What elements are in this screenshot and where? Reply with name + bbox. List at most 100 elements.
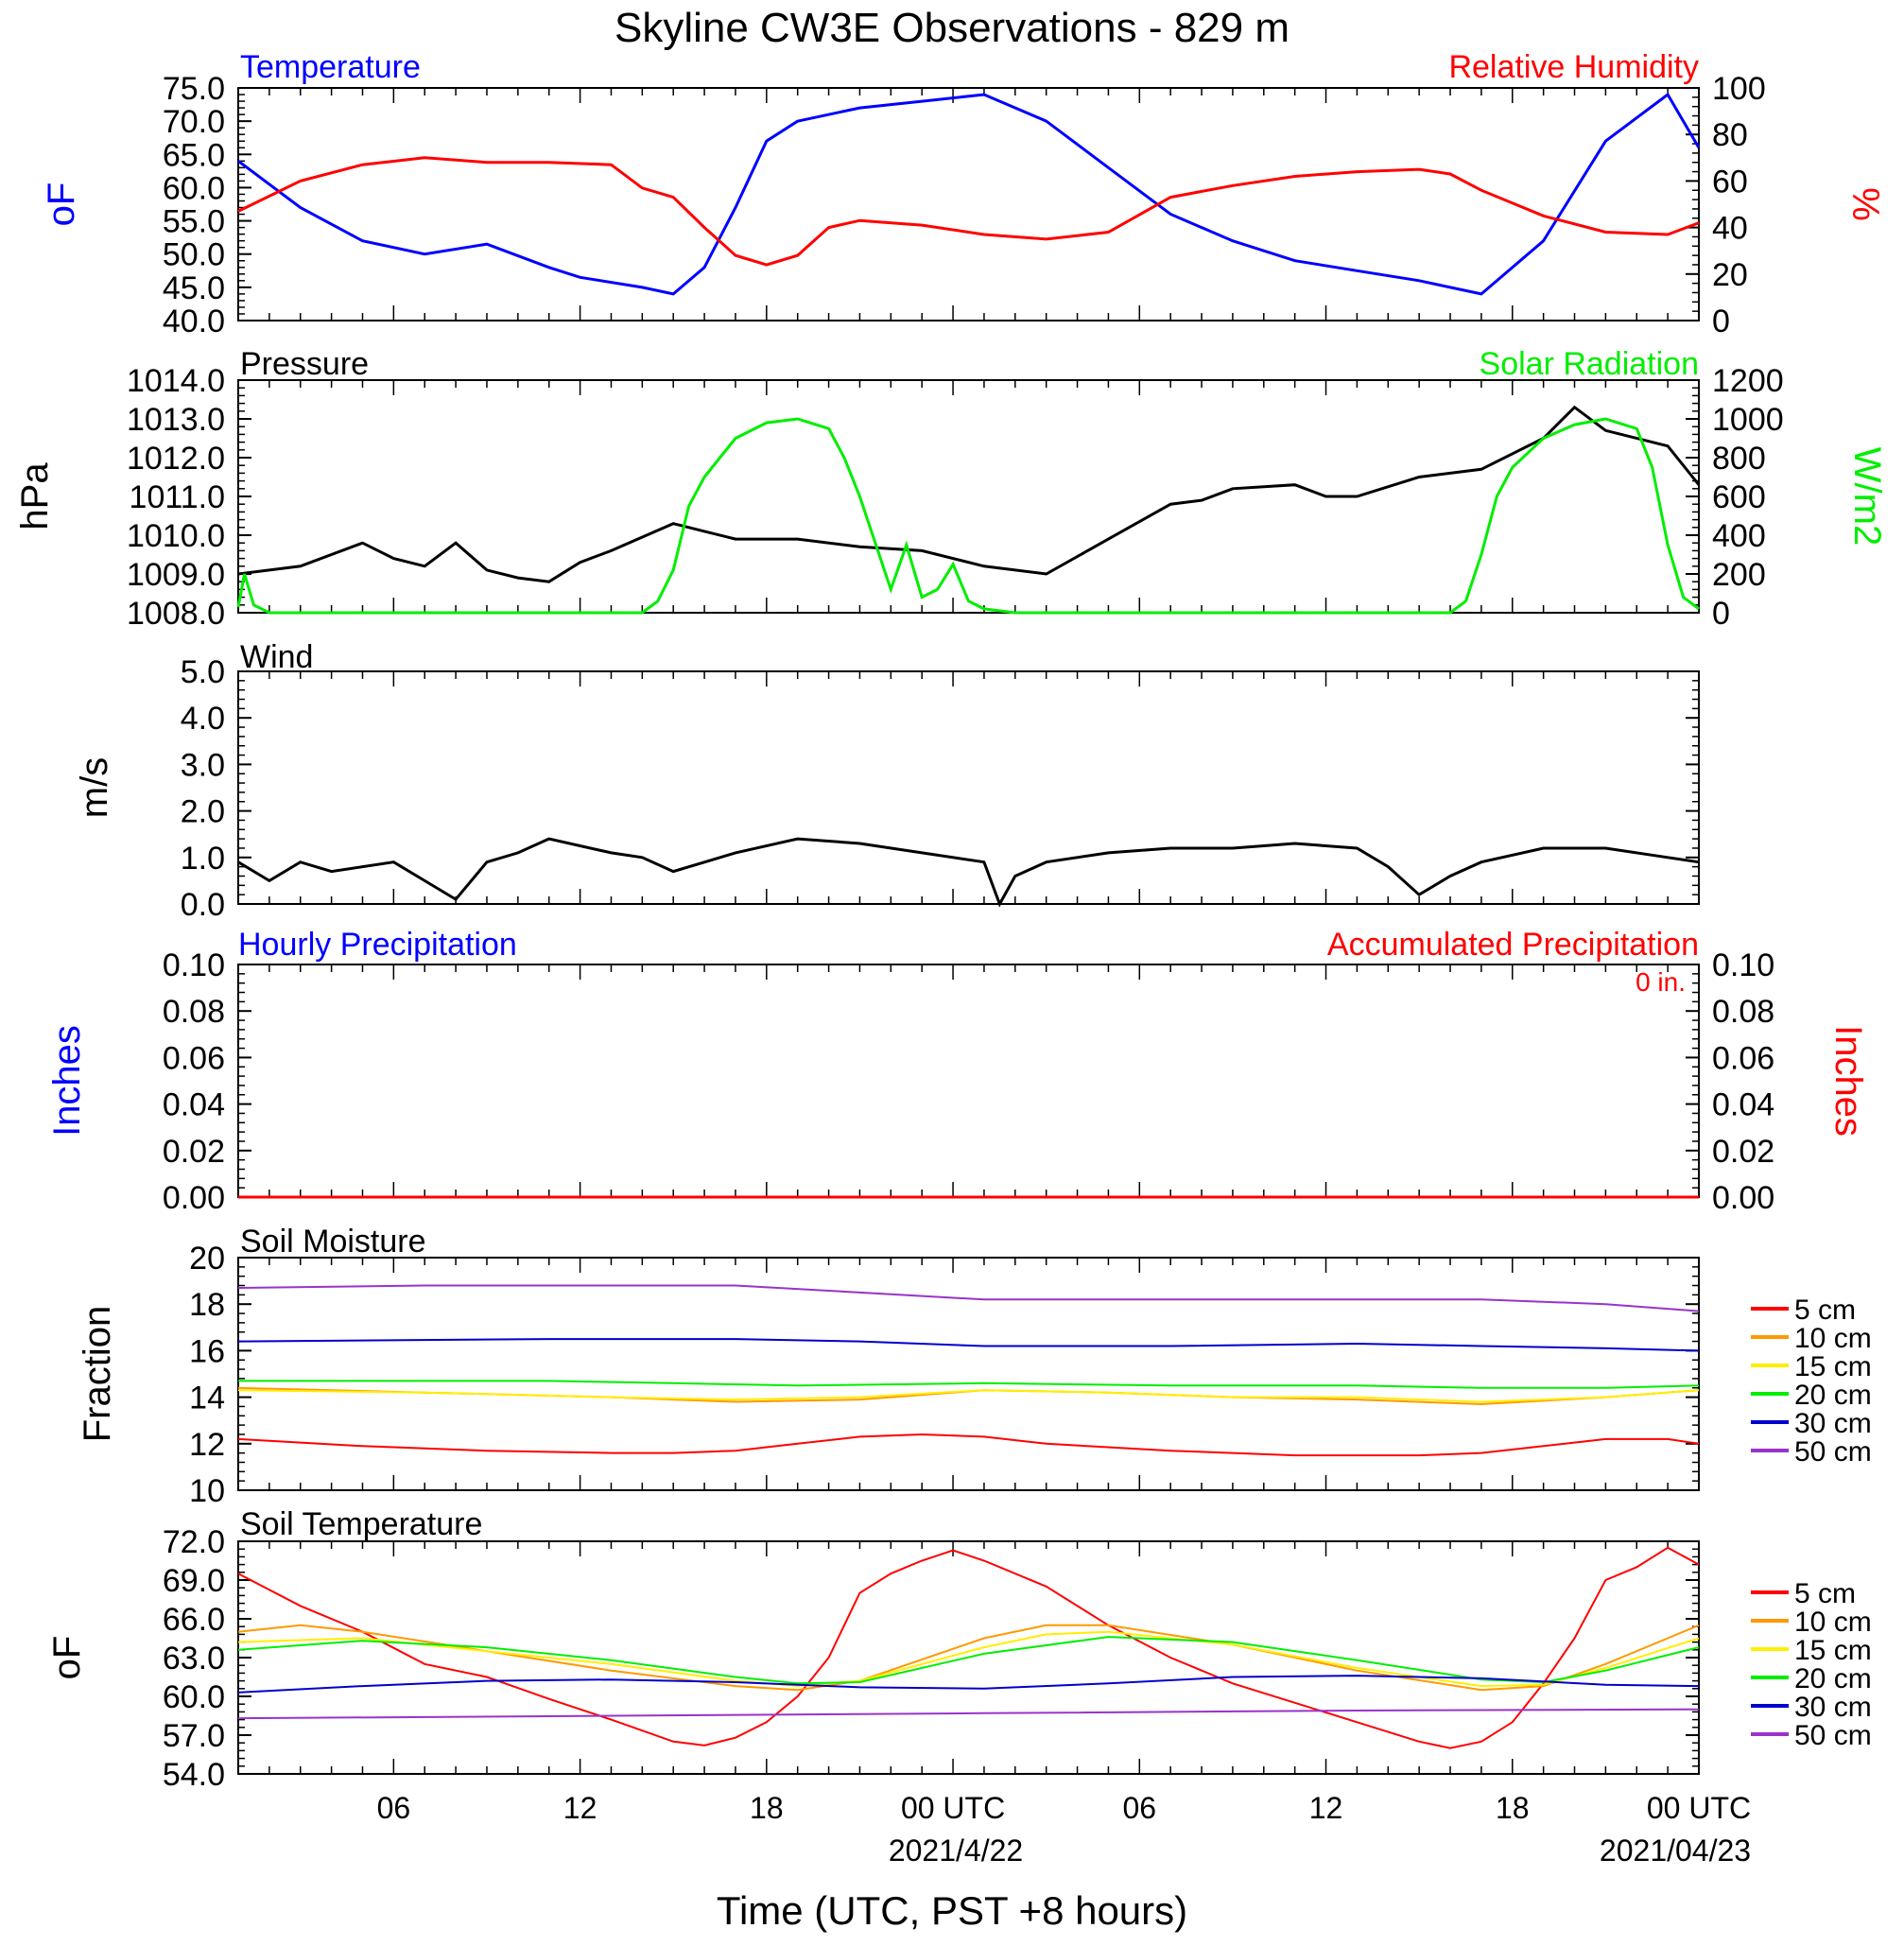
hpa-axis-unit: hPa [14,462,56,530]
series-line [237,1284,1700,1312]
y-tick-label: 3.0 [181,747,225,783]
y2-tick-label: 400 [1712,518,1766,554]
y2-tick-label: 600 [1712,479,1766,515]
x-tick-label: 06 [377,1791,411,1825]
y2-tick-label: 0.08 [1712,994,1774,1030]
y-tick-label: 69.0 [163,1563,225,1599]
y-tick-label: 57.0 [163,1718,225,1754]
legend-label: 20 cm [1794,1663,1872,1694]
x-tick-label: 12 [563,1791,597,1825]
y-tick-label: 0.08 [163,994,225,1030]
y2-tick-label: 40 [1712,211,1748,247]
y-tick-label: 1011.0 [130,479,225,515]
soil-moisture-title: Soil Moisture [240,1224,426,1260]
y-tick-label: 75.0 [163,71,225,107]
generated-marks: 75.070.065.060.055.050.045.040.010080604… [127,71,1872,1825]
x-tick-label: 12 [1309,1791,1343,1825]
y-tick-label: 63.0 [163,1641,225,1677]
y-tick-label: 12 [189,1427,225,1463]
y-tick-label: 1012.0 [127,441,225,477]
y2-tick-label: 800 [1712,441,1766,477]
inches-left-axis-unit: Inches [46,1025,88,1137]
y2-tick-label: 1200 [1712,363,1784,399]
series-line [237,1708,1700,1720]
y-tick-label: 55.0 [163,204,225,240]
y-tick-label: 50.0 [163,237,225,273]
x-tick-label: 00 UTC [1647,1791,1751,1825]
series-line [237,1675,1700,1694]
inches-right-axis-unit: Inches [1827,1025,1869,1137]
figure-title: Skyline CW3E Observations - 829 m [614,5,1290,51]
y-tick-label: 40.0 [163,304,225,339]
soil-temperature-title: Soil Temperature [240,1506,482,1542]
panel-precipitation: Hourly Precipitation Accumulated Precipi… [46,927,1869,1198]
x-tick-label: 18 [1496,1791,1530,1825]
date-label-2: 2021/04/23 [1600,1833,1751,1868]
panel-soil-temperature: Soil Temperature oF [46,1506,1700,1775]
y-tick-label: 0.02 [163,1134,225,1170]
y2-tick-label: 0.06 [1712,1040,1774,1076]
y-tick-label: 45.0 [163,270,225,306]
accumulated-precipitation-title: Accumulated Precipitation [1327,927,1699,963]
legend-label: 20 cm [1794,1380,1872,1411]
y-tick-label: 0.06 [163,1040,225,1076]
y-tick-label: 1014.0 [127,363,225,399]
y2-tick-label: 0.02 [1712,1134,1774,1170]
legend-label: 15 cm [1794,1351,1872,1382]
fahrenheit-axis-unit: oF [41,182,82,227]
y2-tick-label: 80 [1712,117,1748,153]
series-line [237,1546,1700,1749]
y2-tick-label: 200 [1712,557,1766,593]
series-line [237,1433,1700,1457]
y2-tick-label: 0.00 [1712,1180,1774,1216]
x-tick-label: 00 UTC [901,1791,1005,1825]
series-line [237,837,1700,908]
accumulated-total-label: 0 in. [1636,967,1686,997]
y2-tick-label: 100 [1712,71,1766,107]
temperature-title: Temperature [240,49,421,85]
date-label-1: 2021/4/22 [889,1833,1023,1868]
ms-axis-unit: m/s [74,757,115,818]
y-tick-label: 18 [189,1287,225,1323]
legend-label: 5 cm [1794,1294,1856,1326]
legend-label: 10 cm [1794,1607,1872,1638]
y-tick-label: 1009.0 [127,557,225,593]
y2-tick-label: 1000 [1712,402,1784,438]
wm2-axis-unit: W/m2 [1846,447,1888,546]
series-line [237,92,1701,296]
hourly-precipitation-title: Hourly Precipitation [238,927,517,963]
y-tick-label: 0.00 [163,1180,225,1216]
panel-soil-moisture: Soil Moisture Fraction [77,1224,1700,1491]
y2-tick-label: 20 [1712,257,1748,293]
y-tick-label: 2.0 [181,794,225,830]
y2-tick-label: 0.10 [1712,947,1774,983]
y-tick-label: 4.0 [181,701,225,737]
plot-frame [237,1257,1700,1491]
y-tick-label: 66.0 [163,1602,225,1638]
plot-frame [237,670,1700,905]
x-axis-label: Time (UTC, PST +8 hours) [717,1888,1187,1933]
series-line [238,1380,1700,1389]
y2-tick-label: 0 [1712,596,1730,632]
panel-pressure: Pressure Solar Radiation hPa W/m2 [14,346,1888,614]
series-line [237,1630,1700,1688]
legend-label: 30 cm [1794,1692,1872,1723]
y-tick-label: 1.0 [181,841,225,877]
y-tick-label: 1008.0 [127,596,225,632]
y-tick-label: 0.0 [181,887,225,923]
series-line [236,417,1700,615]
plot-frame [237,379,1700,614]
x-tick-label: 06 [1123,1791,1157,1825]
relative-humidity-title: Relative Humidity [1448,49,1699,85]
legend-label: 5 cm [1794,1578,1856,1609]
y-tick-label: 16 [189,1333,225,1369]
y-tick-label: 5.0 [181,654,225,690]
y-tick-label: 10 [189,1473,225,1509]
plot-frame [237,87,1700,321]
wind-title: Wind [240,639,313,675]
x-tick-label: 18 [750,1791,784,1825]
soil-fahrenheit-axis-unit: oF [46,1636,88,1680]
plot-frame [237,964,1700,1198]
y-tick-label: 0.04 [163,1087,225,1123]
y-tick-label: 1013.0 [127,402,225,438]
